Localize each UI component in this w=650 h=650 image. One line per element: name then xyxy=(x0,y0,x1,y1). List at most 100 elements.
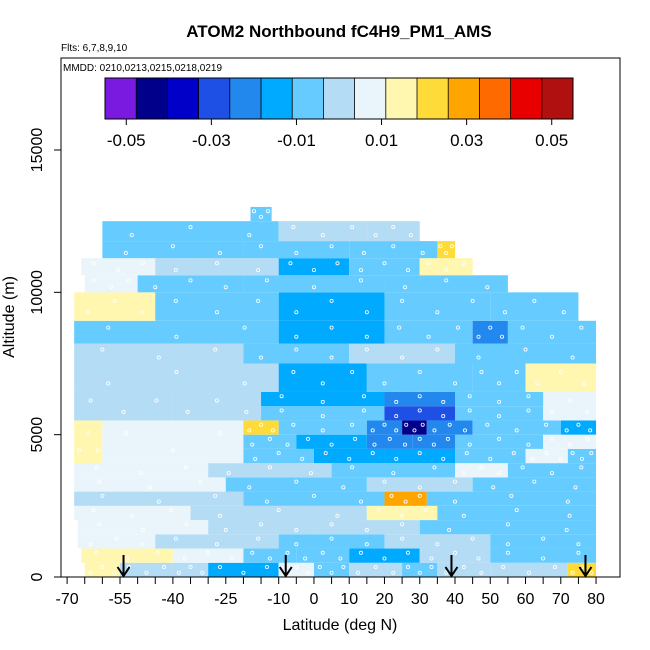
sample-point xyxy=(162,565,167,570)
sample-point xyxy=(576,422,581,427)
sample-point xyxy=(259,214,264,219)
colorbar-swatch xyxy=(198,78,230,119)
sample-point xyxy=(139,310,144,315)
profile-arrow-head xyxy=(116,566,131,578)
sample-point xyxy=(139,471,144,476)
sample-point xyxy=(429,565,434,570)
sample-point xyxy=(306,436,311,441)
sample-point xyxy=(294,251,299,256)
sample-point xyxy=(576,542,581,547)
sample-point xyxy=(462,428,467,433)
heatmap-cell xyxy=(278,534,385,549)
sample-point xyxy=(91,508,96,513)
heatmap-cell xyxy=(74,363,279,392)
sample-point xyxy=(382,422,387,427)
sample-point xyxy=(335,513,340,518)
heatmap-cell xyxy=(120,562,173,577)
sample-point xyxy=(223,285,228,290)
heatmap-cell xyxy=(349,343,455,364)
sample-point xyxy=(373,565,378,570)
colorbar xyxy=(104,77,574,120)
sample-point xyxy=(391,244,396,249)
sample-point xyxy=(350,422,355,427)
sample-point xyxy=(400,298,405,303)
sample-point xyxy=(585,409,590,414)
heatmap-cell xyxy=(490,534,597,549)
sample-point xyxy=(356,570,361,575)
sample-point xyxy=(470,536,475,541)
colorbar-tick-label: -0.01 xyxy=(277,131,316,150)
sample-point xyxy=(526,394,531,399)
heatmap-cell xyxy=(384,448,455,464)
sample-point xyxy=(270,428,275,433)
heatmap-cell xyxy=(349,258,420,276)
heatmap-cell xyxy=(419,520,597,535)
sample-point xyxy=(432,428,437,433)
sample-point xyxy=(276,451,281,456)
sample-point xyxy=(420,422,425,427)
sample-point xyxy=(279,408,284,413)
sample-point xyxy=(438,244,443,249)
sample-point xyxy=(112,298,117,303)
sample-point xyxy=(94,465,99,470)
colorbar-swatch xyxy=(448,78,480,119)
heatmap-cell xyxy=(172,562,209,577)
sample-point xyxy=(358,268,363,273)
sample-point xyxy=(394,428,399,433)
heatmap-cell xyxy=(243,275,385,293)
sample-point xyxy=(520,325,525,330)
sample-point xyxy=(452,499,457,504)
y-axis: 0 5000 10000 15000 xyxy=(29,128,61,581)
sample-point xyxy=(532,298,537,303)
sample-point xyxy=(567,398,572,403)
heatmap-cell xyxy=(366,363,473,392)
sample-point xyxy=(153,285,158,290)
sample-point xyxy=(417,436,422,441)
sample-point xyxy=(309,471,314,476)
sample-point xyxy=(447,528,452,533)
sample-point xyxy=(123,251,128,256)
sample-point xyxy=(394,399,399,404)
sample-point xyxy=(242,325,247,330)
heatmap-cell xyxy=(243,448,314,464)
heatmap-cell xyxy=(278,292,385,321)
profile-arrow-head xyxy=(444,566,459,578)
heatmap-cell xyxy=(172,391,262,421)
sample-point xyxy=(97,522,102,527)
sample-point xyxy=(214,261,219,266)
heatmap-cell xyxy=(296,548,350,563)
profile-arrows xyxy=(116,555,593,578)
heatmap-cell xyxy=(243,434,297,449)
sample-point xyxy=(294,334,299,339)
heatmap-cell xyxy=(74,463,209,478)
sample-point xyxy=(214,398,219,403)
sample-point xyxy=(565,499,570,504)
heatmap-cell xyxy=(349,562,403,577)
heatmap-cell xyxy=(472,420,561,435)
sample-point xyxy=(214,310,219,315)
sample-point xyxy=(420,251,425,256)
sample-point xyxy=(130,513,135,518)
sample-point xyxy=(156,355,161,360)
heatmap-cell xyxy=(366,434,413,449)
heatmap-cell xyxy=(490,548,597,563)
heatmap-cell xyxy=(472,363,526,392)
sample-points xyxy=(76,209,594,575)
sample-point xyxy=(256,298,261,303)
sample-point xyxy=(532,479,537,484)
sample-point xyxy=(403,499,408,504)
sample-point xyxy=(170,244,175,249)
sample-point xyxy=(294,479,299,484)
sample-point xyxy=(173,268,178,273)
sample-point xyxy=(400,536,405,541)
sample-point xyxy=(341,485,346,490)
sample-point xyxy=(320,428,325,433)
heatmap-cell xyxy=(384,275,508,293)
colorbar-tick-label: 0.01 xyxy=(365,131,398,150)
heatmap-cell xyxy=(74,505,191,521)
heatmap-cell xyxy=(384,391,455,407)
heatmap-cell xyxy=(412,434,455,449)
colorbar-swatch xyxy=(541,78,573,119)
y-tick-label: 15000 xyxy=(29,128,46,173)
sample-point xyxy=(174,370,179,375)
